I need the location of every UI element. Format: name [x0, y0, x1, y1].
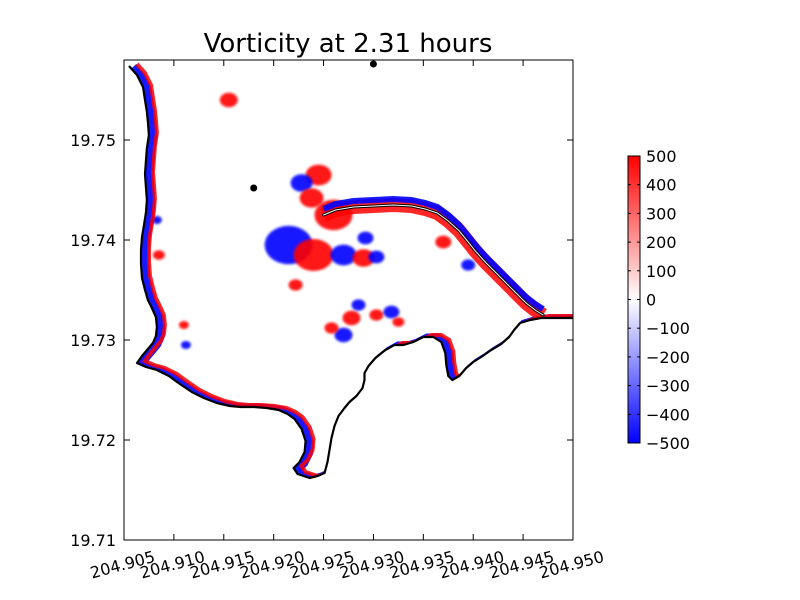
colorbar-tick-label: 300	[646, 204, 677, 223]
coastline	[128, 65, 573, 480]
eddy-5	[293, 239, 334, 271]
colorbar-tick-label: 400	[646, 176, 677, 195]
eddy-11	[342, 310, 361, 326]
y-axis: 19.71 19.72 19.73 19.74 19.75	[70, 131, 573, 550]
eddy-2	[299, 188, 324, 208]
eddy-23	[435, 235, 452, 249]
colorbar-tick-label: 500	[646, 147, 677, 166]
eddy-14	[351, 299, 366, 311]
marker-point-0	[250, 184, 258, 192]
chart-title: Vorticity at 2.31 hours	[204, 29, 493, 59]
colorbar: 500 400 300 200 100 0 −100 −200 −300 −400 −500	[627, 147, 690, 453]
colorbar-tick-label: −400	[646, 405, 690, 424]
y-tick-label: 19.75	[70, 131, 116, 150]
eddy-9	[357, 231, 374, 245]
eddy-20	[152, 250, 165, 260]
eddy-0	[305, 164, 332, 186]
colorbar-tick-label: 0	[646, 291, 656, 310]
y-tick-label: 19.73	[70, 331, 116, 350]
eddy-8	[368, 250, 385, 264]
coastline-layer	[128, 65, 573, 480]
eddy-17	[392, 317, 405, 327]
eddy-10	[288, 279, 303, 291]
eddy-19	[180, 341, 191, 349]
eddy-18	[178, 321, 189, 329]
y-tick-label: 19.74	[70, 231, 116, 250]
coast-shear-negative	[129, 64, 573, 484]
colorbar-tick-label: −200	[646, 348, 690, 367]
colorbar-tick-label: −300	[646, 377, 690, 396]
eddy-22	[219, 92, 238, 108]
breakwater-shear-negative	[322, 195, 545, 312]
eddy-7	[352, 249, 375, 267]
eddy-13	[324, 322, 339, 334]
eddy-24	[461, 259, 476, 271]
breakwater-inner	[323, 204, 544, 316]
colorbar-tick-label: −500	[646, 434, 690, 453]
eddy-16	[383, 305, 400, 319]
eddy-1	[290, 174, 313, 192]
colorbar-tick-label: −100	[646, 319, 690, 338]
y-tick-label: 19.72	[70, 431, 116, 450]
plot-frame	[123, 59, 574, 541]
eddy-6	[330, 244, 357, 266]
colorbar-ticks: 500 400 300 200 100 0 −100 −200 −300 −400 −500	[628, 147, 690, 453]
eddy-15	[369, 309, 384, 321]
colorbar-tick-label: 100	[646, 262, 677, 281]
land-mask	[124, 60, 573, 540]
coast-shear-positive	[135, 62, 573, 479]
y-tick-label: 19.71	[70, 531, 116, 550]
colorbar-tick-label: 200	[646, 233, 677, 252]
eddy-12	[334, 327, 353, 343]
